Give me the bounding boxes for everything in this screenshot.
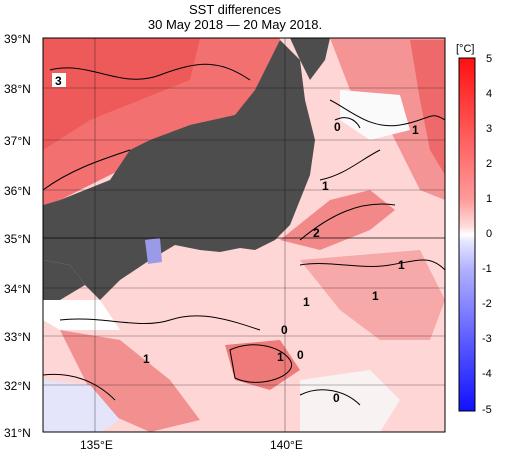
land — [43, 38, 330, 300]
land-kyushu-shikoku — [43, 260, 85, 300]
contour-label: 0 — [334, 120, 341, 134]
contour-lines — [43, 63, 445, 406]
contour-labels: 3 0 1 1 2 1 1 1 0 0 1 1 0 — [52, 73, 419, 405]
contour-1-southeast — [299, 259, 445, 271]
colorbar-tick: 4 — [486, 88, 492, 100]
contour-label: 3 — [55, 74, 62, 88]
contour-2-northwest — [43, 149, 131, 191]
lon-label: 135°E — [80, 438, 113, 452]
lat-label: 39°N — [4, 32, 31, 46]
neutral-region-south — [300, 370, 400, 432]
lat-label: 35°N — [4, 232, 31, 246]
colorbar-tick: 0 — [486, 228, 492, 240]
neutral-patch-northeast — [340, 90, 410, 140]
warm-region-south-east — [300, 250, 445, 340]
chart-subtitle: 30 May 2018 — 20 May 2018. — [147, 17, 323, 32]
colorbar-tick: 2 — [486, 158, 492, 170]
contour-label: 1 — [303, 295, 310, 309]
land-northern-honshu — [290, 38, 330, 80]
contour-0-south — [299, 389, 361, 406]
contour-0-southwest — [43, 373, 116, 401]
contour-label: 1 — [372, 289, 379, 303]
lon-label: 140°E — [270, 438, 303, 452]
cool-region-southwest — [43, 380, 120, 432]
colorbar-tick: -1 — [482, 263, 492, 275]
lat-label: 32°N — [4, 379, 31, 393]
contour-label: 1 — [412, 123, 419, 137]
lat-label: 34°N — [4, 282, 31, 296]
contour-2-band — [299, 203, 396, 241]
contour-1-east — [319, 149, 381, 181]
land-honshu — [43, 40, 315, 300]
contour-label: 1 — [143, 352, 150, 366]
chart-title: SST differences — [188, 2, 281, 17]
colorbar-tick: 1 — [486, 193, 492, 205]
colorbar-tick: -3 — [482, 333, 492, 345]
inland-sea-patch — [145, 238, 162, 264]
contour-label: 2 — [313, 226, 320, 240]
contour-label: 1 — [322, 179, 329, 193]
lat-label: 38°N — [4, 82, 31, 96]
contour-3 — [49, 63, 251, 81]
contour-1-south — [59, 315, 261, 331]
colorbar: [°C] 5 4 3 2 1 0 -1 -2 -3 -4 -5 — [456, 43, 492, 416]
lat-label: 33°N — [4, 330, 31, 344]
warm-region-core — [43, 38, 200, 150]
colorbar-tick: -5 — [482, 404, 492, 416]
contour-label: 1 — [277, 350, 284, 364]
warm-patch-south — [225, 340, 300, 390]
contour-label: 0 — [281, 323, 288, 337]
colorbar-unit: [°C] — [456, 43, 474, 55]
contour-label: 0 — [333, 391, 340, 405]
lat-label: 31°N — [4, 426, 31, 440]
sst-field — [43, 38, 445, 432]
colorbar-tick: -2 — [482, 298, 492, 310]
contour-0-northeast — [334, 117, 361, 129]
warm-region-east — [410, 40, 445, 175]
neutral-patch-west — [43, 300, 120, 330]
colorbar-scale — [458, 57, 476, 412]
contour-label: 1 — [398, 258, 405, 272]
lat-label: 36°N — [4, 184, 31, 198]
colorbar-tick: -4 — [482, 368, 492, 380]
contour-1-patch — [229, 344, 293, 383]
map-frame — [42, 37, 446, 433]
contour-1-northeast — [329, 99, 445, 127]
latitude-labels: 39°N 38°N 37°N 36°N 35°N 34°N 33°N 32°N … — [4, 32, 31, 440]
colorbar-tick: 3 — [486, 123, 492, 135]
longitude-labels: 135°E 140°E — [80, 438, 303, 452]
contour-label: 0 — [297, 348, 304, 362]
lat-label: 37°N — [4, 134, 31, 148]
colorbar-tick: 5 — [486, 53, 492, 65]
graticule — [43, 38, 445, 432]
